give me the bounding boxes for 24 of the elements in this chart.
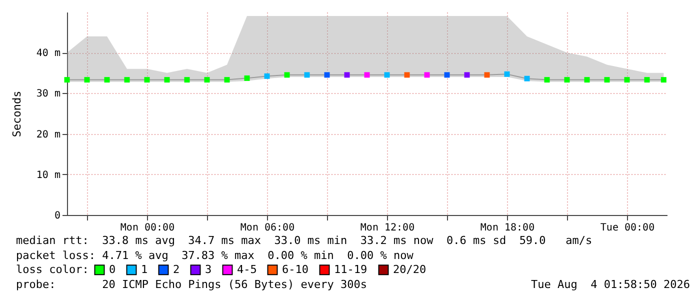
y-tick-label: 30 m xyxy=(36,88,60,100)
y-tick-label: 10 m xyxy=(36,170,60,181)
x-tick-label: Mon 18:00 xyxy=(480,222,535,234)
legend-label: 4-5 xyxy=(237,262,257,276)
x-tick-label: Mon 12:00 xyxy=(360,222,415,234)
text: Tue Aug 4 01:58:50 2026 xyxy=(531,278,690,291)
text: probe: 20 ICMP Echo Pings (56 Bytes) every 300s xyxy=(16,278,367,291)
x-tick-label: Mon 06:00 xyxy=(240,222,295,234)
legend-label: 11-19 xyxy=(334,262,368,276)
y-tick-label: 0 xyxy=(54,210,60,222)
legend-label: 3 xyxy=(205,262,212,276)
legend-label: 1 xyxy=(141,262,148,276)
y-axis-title: Seconds xyxy=(10,90,24,138)
x-tick-label: Mon 00:00 xyxy=(120,222,175,234)
text: packet loss: 4.71 % avg 37.83 % max 0.00 % min 0.00 % now xyxy=(16,249,414,262)
legend-label: 2 xyxy=(173,262,180,276)
x-tick-label: Tue 00:00 xyxy=(600,222,655,234)
legend-label: 0 xyxy=(109,262,116,276)
y-tick-label: 40 m xyxy=(36,48,60,60)
text: median rtt: 33.8 ms avg 34.7 ms max 33.0 ms min 33.2 ms now 0.6 ms sd 59.0 am/s xyxy=(16,234,592,247)
legend-label: 20/20 xyxy=(393,262,426,276)
legend-title: loss color: xyxy=(16,263,89,276)
legend-label: 6-10 xyxy=(282,262,308,276)
y-tick-label: 20 m xyxy=(36,129,60,140)
